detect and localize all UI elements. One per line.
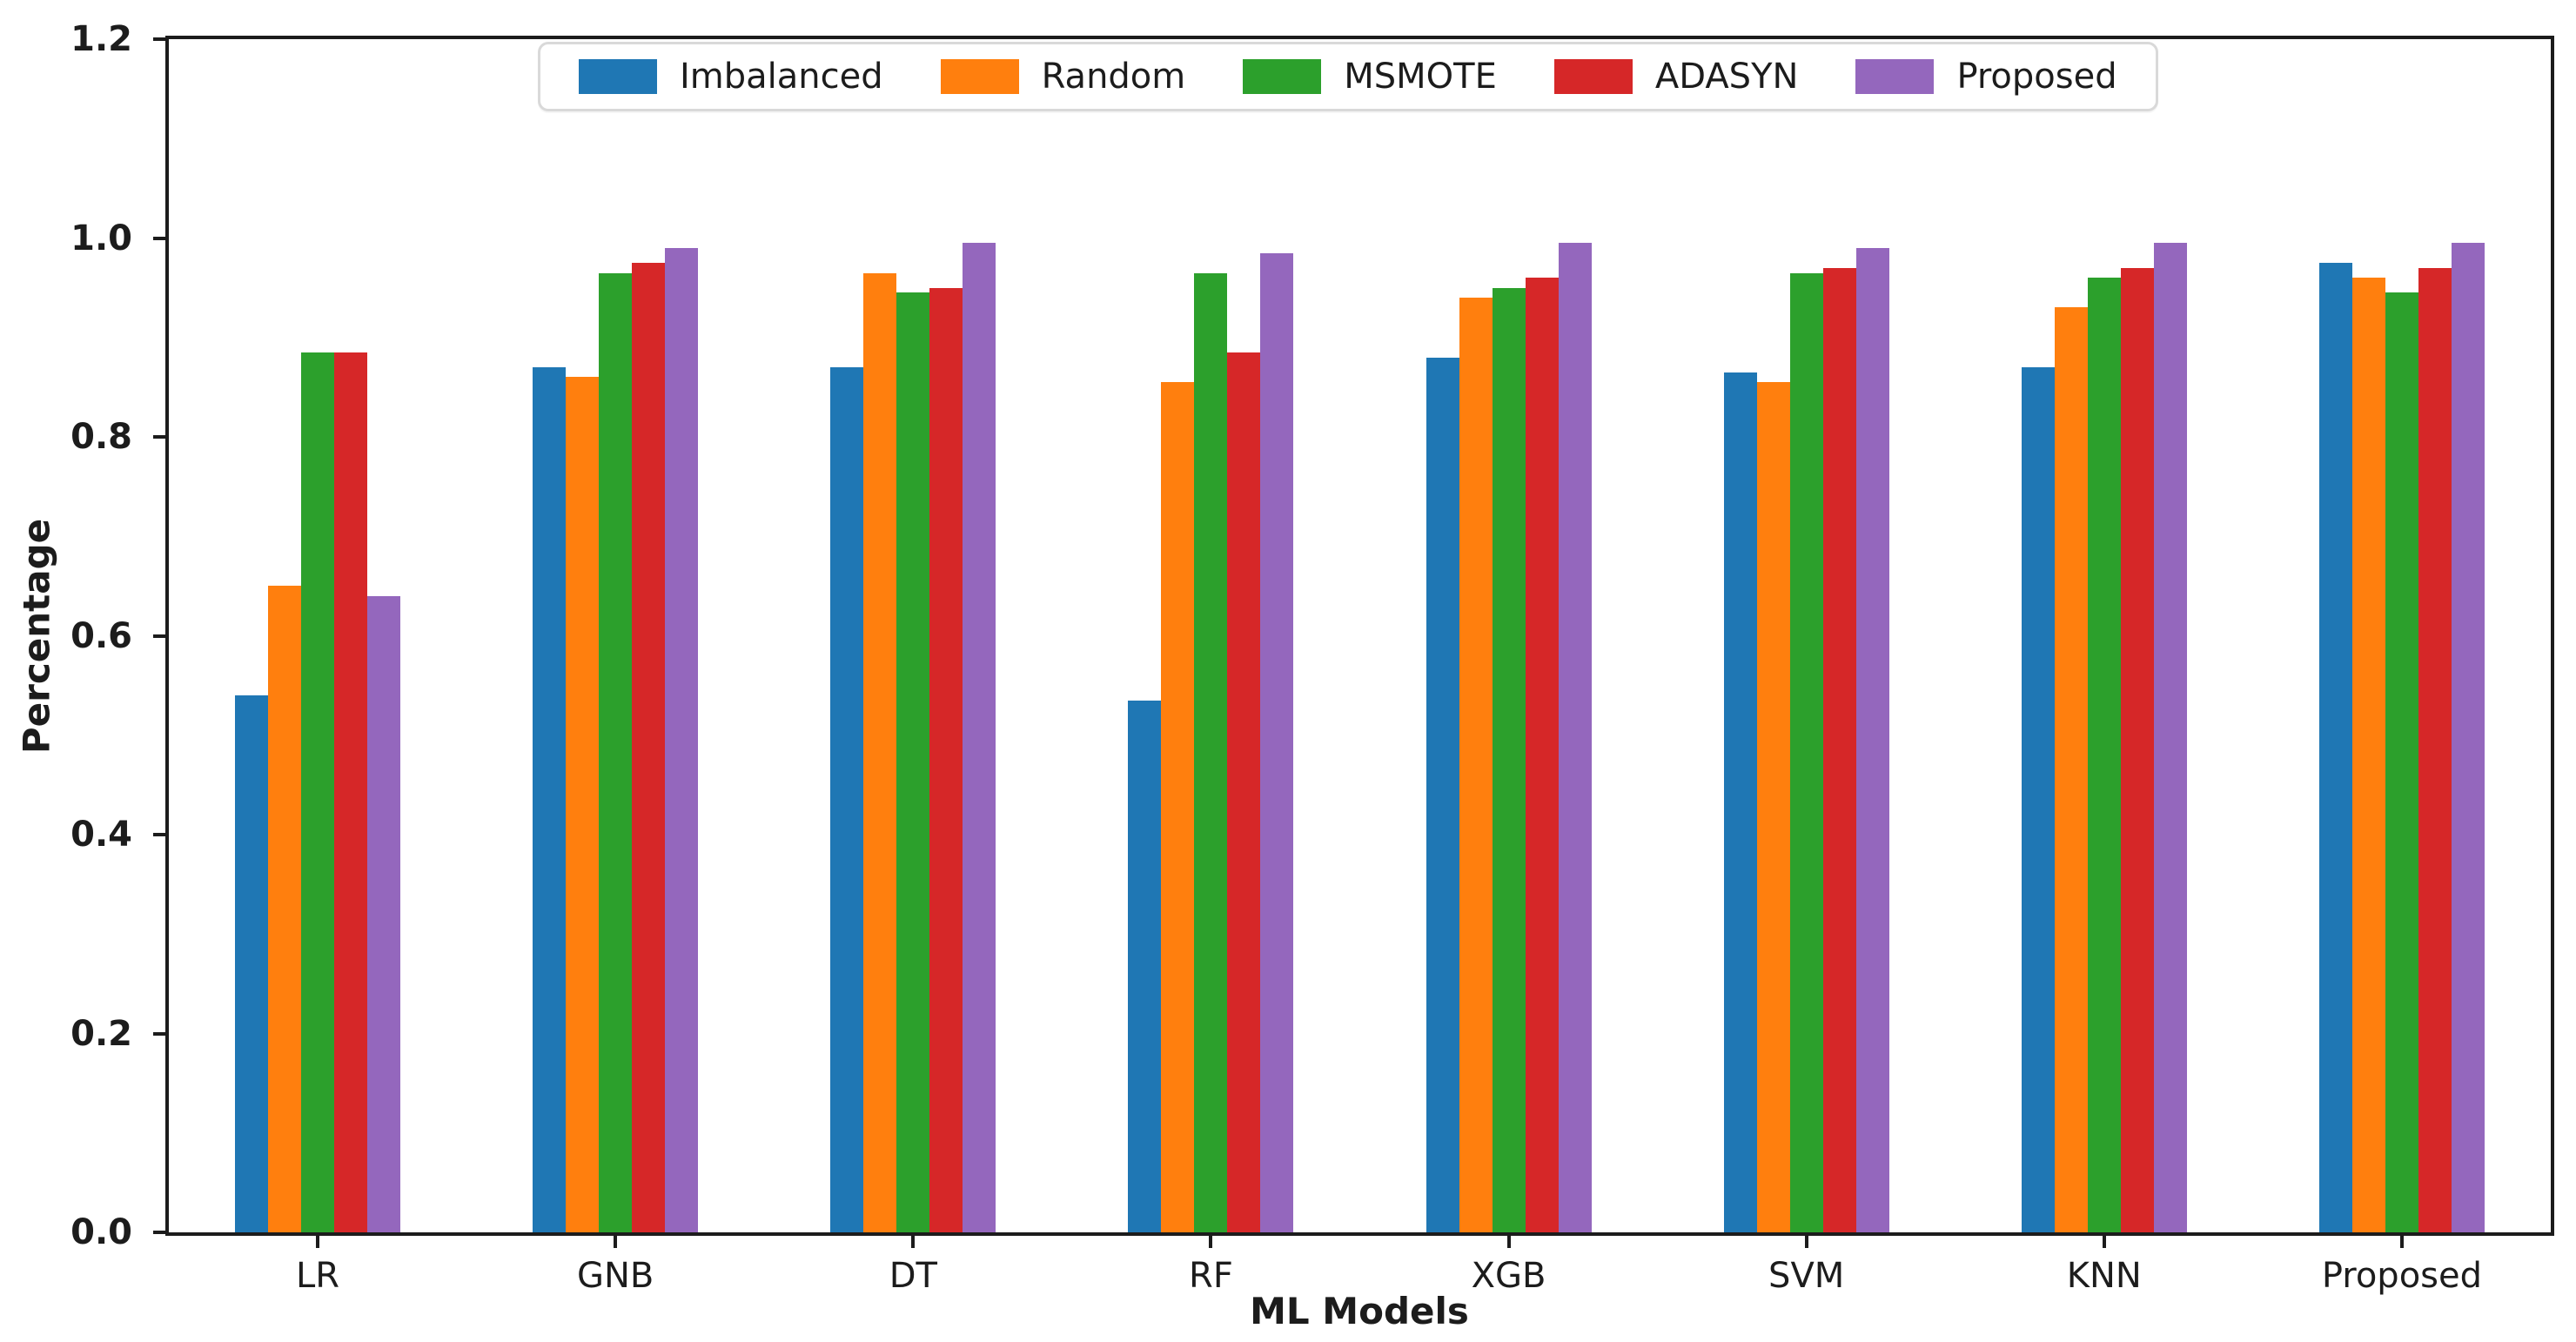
bar-group-LR — [169, 39, 466, 1232]
x-tick-label-LR: LR — [296, 1256, 340, 1296]
bar-proposed-knn — [2153, 243, 2187, 1232]
bar-imbalanced-xgb — [1426, 357, 1459, 1232]
bar-group-SVM — [1658, 39, 1955, 1232]
bar-adasyn-xgb — [1525, 278, 1559, 1232]
x-axis-title: ML Models — [1250, 1290, 1469, 1332]
legend-swatch-adasyn — [1553, 59, 1633, 94]
y-tick-label-0.4: 0.4 — [70, 815, 132, 855]
x-tick-label-SVM: SVM — [1768, 1256, 1845, 1296]
legend-item-adasyn: ADASYN — [1553, 57, 1799, 97]
y-tick-mark-0.2 — [153, 1031, 167, 1036]
x-tick-label-XGB: XGB — [1471, 1256, 1546, 1296]
x-tick-label-DT: DT — [889, 1256, 937, 1296]
bar-random-dt — [863, 272, 897, 1232]
bar-proposed-proposed — [2451, 243, 2485, 1232]
bar-random-xgb — [1459, 298, 1493, 1232]
x-tick-mark-LR — [316, 1234, 320, 1248]
legend-swatch-imbalanced — [579, 59, 657, 94]
x-tick-mark-Proposed — [2399, 1234, 2404, 1248]
x-tick-mark-DT — [911, 1234, 916, 1248]
bar-group-Proposed — [2253, 39, 2551, 1232]
bar-group-GNB — [466, 39, 764, 1232]
bar-adasyn-dt — [929, 287, 963, 1232]
plot-area: 0.0 0.2 0.4 0.6 0.8 1.0 1.2 LR GNB DT RF XGB SVM KNN P… — [70, 22, 2554, 1293]
bar-proposed-rf — [1260, 252, 1294, 1232]
bar-adasyn-rf — [1227, 352, 1261, 1232]
bar-adasyn-proposed — [2418, 267, 2452, 1232]
x-tick-label-KNN: KNN — [2066, 1256, 2142, 1296]
x-tick-label-Proposed: Proposed — [2321, 1256, 2483, 1296]
bar-proposed-xgb — [1558, 243, 1592, 1232]
y-axis-title: Percentage — [15, 518, 58, 755]
y-tick-label-0.2: 0.2 — [70, 1013, 132, 1054]
bar-msmote-dt — [896, 292, 930, 1232]
bar-imbalanced-svm — [1723, 372, 1757, 1232]
bar-imbalanced-gnb — [533, 367, 567, 1232]
x-tick-mark-RF — [1209, 1234, 1213, 1248]
x-tick-mark-GNB — [614, 1234, 618, 1248]
bar-proposed-lr — [367, 595, 401, 1232]
bar-random-lr — [268, 586, 302, 1232]
bar-adasyn-svm — [1822, 267, 1856, 1232]
bar-random-gnb — [566, 377, 600, 1232]
bar-group-RF — [1062, 39, 1359, 1232]
y-tick-mark-0.0 — [153, 1231, 167, 1234]
bar-proposed-dt — [963, 243, 996, 1232]
bar-proposed-svm — [1855, 247, 1889, 1232]
legend-label-imbalanced: Imbalanced — [680, 57, 883, 97]
legend: Imbalanced Random MSMOTE ADASYN Proposed — [538, 42, 2158, 111]
bar-random-rf — [1161, 382, 1195, 1232]
bar-adasyn-lr — [334, 352, 368, 1232]
y-tick-mark-1.0 — [153, 236, 167, 240]
x-tick-mark-KNN — [2102, 1234, 2106, 1248]
legend-swatch-random — [940, 59, 1019, 94]
bar-imbalanced-proposed — [2318, 263, 2352, 1232]
bar-adasyn-knn — [2120, 267, 2154, 1232]
x-tick-mark-SVM — [1804, 1234, 1808, 1248]
legend-swatch-msmote — [1243, 59, 1322, 94]
bar-msmote-xgb — [1492, 287, 1526, 1232]
bar-group-XGB — [1360, 39, 1658, 1232]
y-tick-mark-0.6 — [153, 634, 167, 638]
y-tick-label-1.2: 1.2 — [70, 19, 132, 59]
x-tick-label-RF: RF — [1189, 1256, 1233, 1296]
legend-label-random: Random — [1041, 57, 1186, 97]
y-tick-label-0.6: 0.6 — [70, 615, 132, 656]
y-tick-label-0.0: 0.0 — [70, 1212, 132, 1252]
bar-imbalanced-dt — [830, 367, 864, 1232]
bar-msmote-lr — [301, 352, 335, 1232]
legend-swatch-proposed — [1855, 59, 1935, 94]
bar-imbalanced-lr — [235, 695, 269, 1232]
y-tick-label-1.0: 1.0 — [70, 218, 132, 258]
y-tick-label-0.8: 0.8 — [70, 417, 132, 457]
bar-group-KNN — [1955, 39, 2253, 1232]
bar-proposed-gnb — [665, 247, 699, 1232]
bar-msmote-svm — [1789, 272, 1823, 1232]
y-tick-mark-0.8 — [153, 435, 167, 439]
bar-group-DT — [764, 39, 1062, 1232]
y-tick-mark-1.2 — [153, 37, 167, 41]
legend-label-msmote: MSMOTE — [1344, 57, 1497, 97]
legend-item-imbalanced: Imbalanced — [579, 59, 883, 94]
legend-item-random: Random — [940, 57, 1186, 97]
bar-imbalanced-knn — [2021, 367, 2055, 1232]
bar-msmote-rf — [1194, 272, 1228, 1232]
legend-label-proposed: Proposed — [1956, 57, 2117, 97]
legend-label-adasyn: ADASYN — [1654, 57, 1799, 97]
y-tick-mark-0.4 — [153, 833, 167, 836]
x-tick-mark-XGB — [1506, 1234, 1511, 1248]
x-tick-label-GNB: GNB — [577, 1256, 654, 1296]
bar-random-svm — [1756, 382, 1790, 1232]
bar-msmote-proposed — [2385, 292, 2418, 1232]
legend-item-msmote: MSMOTE — [1243, 59, 1497, 94]
bar-random-proposed — [2351, 278, 2385, 1232]
bar-random-knn — [2054, 307, 2088, 1232]
bar-msmote-gnb — [599, 272, 633, 1232]
legend-item-proposed: Proposed — [1855, 57, 2117, 97]
bar-imbalanced-rf — [1128, 700, 1162, 1232]
bar-adasyn-gnb — [632, 263, 666, 1232]
bar-msmote-knn — [2087, 278, 2121, 1232]
